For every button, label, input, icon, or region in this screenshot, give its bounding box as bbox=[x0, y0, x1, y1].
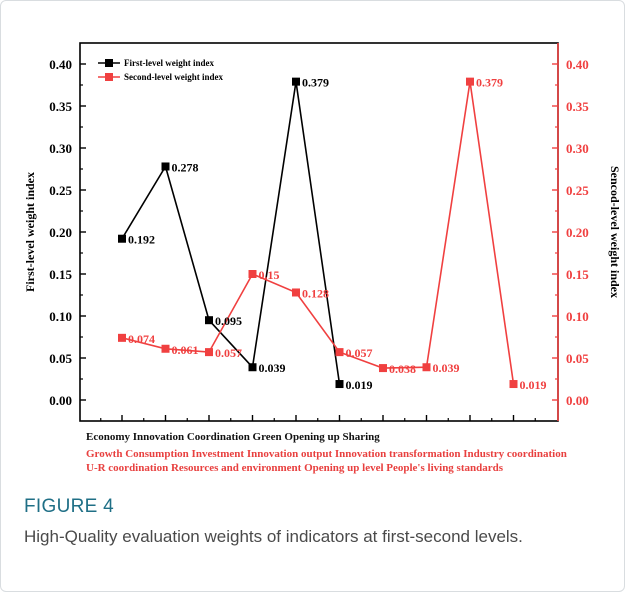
right-tick-label: 0.30 bbox=[566, 141, 589, 156]
data-point-series-2 bbox=[422, 363, 431, 372]
data-label-series-1: 0.019 bbox=[346, 378, 373, 392]
left-tick-label: 0.05 bbox=[49, 351, 72, 366]
data-label-series-1: 0.192 bbox=[128, 233, 155, 247]
legend-marker-1 bbox=[105, 59, 113, 67]
data-point-series-2 bbox=[335, 348, 344, 357]
data-label-series-1: 0.278 bbox=[172, 160, 199, 174]
data-label-series-2: 0.379 bbox=[476, 76, 503, 90]
y-axis-label-right: Sencod-level weight index bbox=[608, 166, 622, 298]
data-point-series-2 bbox=[118, 333, 126, 342]
left-tick-label: 0.00 bbox=[49, 393, 72, 408]
data-point-series-1 bbox=[335, 380, 344, 389]
series-line-1 bbox=[121, 81, 341, 385]
right-tick-label: 0.10 bbox=[566, 309, 589, 324]
data-label-series-2: 0.057 bbox=[346, 346, 373, 360]
left-axis-ticks: 0.00 0.05 0.10 0.15 0.20 0.25 0.30 0.35 0.40 bbox=[49, 57, 86, 408]
left-tick-label: 0.40 bbox=[49, 57, 72, 72]
data-point-series-1 bbox=[292, 77, 300, 86]
left-tick-label: 0.15 bbox=[49, 267, 72, 282]
legend: First-level weight index Second-level wei… bbox=[98, 58, 223, 82]
data-point-series-2 bbox=[292, 288, 300, 297]
series-line-2 bbox=[121, 81, 515, 385]
right-tick-label: 0.05 bbox=[566, 351, 589, 366]
data-label-series-2: 0.15 bbox=[259, 268, 280, 282]
left-tick-label: 0.10 bbox=[49, 309, 72, 324]
data-point-series-2 bbox=[466, 77, 474, 86]
data-label-series-1: 0.095 bbox=[215, 314, 242, 328]
y-axis-label-left: First-level weight index bbox=[23, 172, 37, 292]
line-chart: 0.00 0.05 0.10 0.15 0.20 0.25 0.30 0.35 0.40 0.0… bbox=[23, 42, 622, 422]
data-label-series-2: 0.128 bbox=[302, 286, 329, 300]
left-tick-label: 0.20 bbox=[49, 225, 72, 240]
series-points: 0.192 0.278 0.095 0.039 0.379 0.019 0.074 0.061… bbox=[118, 76, 547, 392]
legend-label-1: First-level weight index bbox=[124, 58, 214, 68]
legend-marker-2 bbox=[105, 73, 113, 81]
data-point-series-2 bbox=[205, 348, 213, 357]
series-lines bbox=[121, 81, 515, 385]
data-point-series-1 bbox=[118, 234, 126, 243]
right-tick-label: 0.40 bbox=[566, 57, 589, 72]
x-axis-ticks bbox=[100, 415, 536, 421]
first-level-categories: Economy Innovation Coordination Green Op… bbox=[86, 431, 380, 443]
data-label-series-2: 0.039 bbox=[433, 361, 460, 375]
data-point-series-2 bbox=[161, 344, 170, 353]
data-label-series-1: 0.039 bbox=[259, 361, 286, 375]
right-axis-ticks: 0.00 0.05 0.10 0.15 0.20 0.25 0.30 0.35 0.40 bbox=[552, 57, 589, 408]
data-label-series-2: 0.074 bbox=[128, 332, 155, 346]
data-point-series-1 bbox=[161, 162, 170, 171]
data-label-series-2: 0.061 bbox=[172, 343, 199, 357]
second-level-categories-line1: Growth Consumption Investment Innovation… bbox=[86, 448, 567, 460]
data-label-series-2: 0.038 bbox=[389, 362, 416, 376]
data-label-series-1: 0.379 bbox=[302, 76, 329, 90]
left-tick-label: 0.25 bbox=[49, 183, 72, 198]
left-tick-label: 0.30 bbox=[49, 141, 72, 156]
figure-caption: High-Quality evaluation weights of indic… bbox=[24, 527, 523, 546]
right-tick-label: 0.00 bbox=[566, 393, 589, 408]
right-tick-label: 0.35 bbox=[566, 99, 589, 114]
data-label-series-2: 0.057 bbox=[215, 346, 242, 360]
data-point-series-2 bbox=[248, 270, 257, 278]
data-label-series-2: 0.019 bbox=[520, 378, 547, 392]
data-point-series-2 bbox=[509, 380, 518, 389]
data-point-series-1 bbox=[248, 363, 257, 372]
right-tick-label: 0.25 bbox=[566, 183, 589, 198]
second-level-categories-line2: U-R coordination Resources and environme… bbox=[86, 462, 504, 474]
legend-label-2: Second-level weight index bbox=[124, 72, 223, 82]
data-point-series-2 bbox=[379, 364, 387, 373]
right-tick-label: 0.20 bbox=[566, 225, 589, 240]
right-tick-label: 0.15 bbox=[566, 267, 589, 282]
left-tick-label: 0.35 bbox=[49, 99, 72, 114]
figure-label: FIGURE 4 bbox=[24, 496, 115, 517]
data-point-series-1 bbox=[205, 316, 213, 325]
